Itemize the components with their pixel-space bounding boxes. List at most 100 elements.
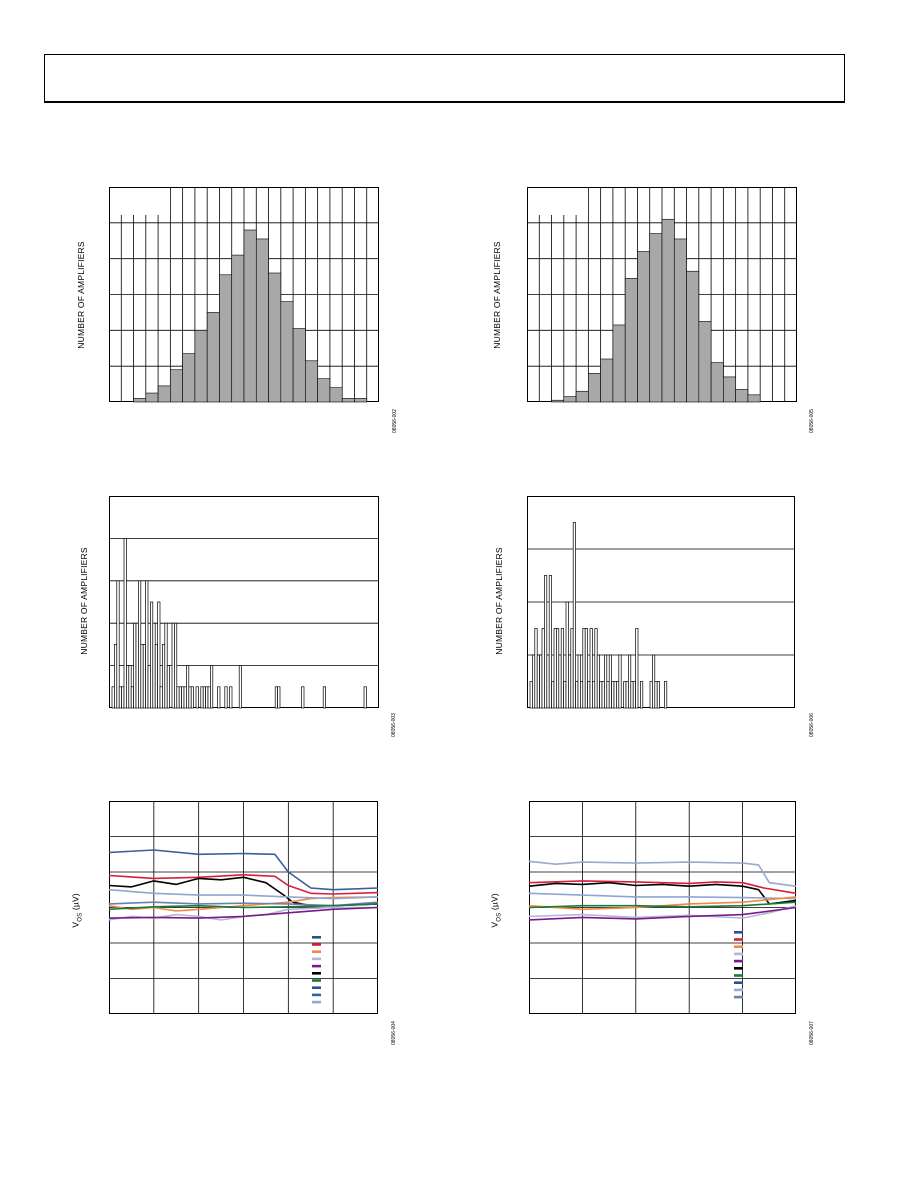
fig-1-bar — [341, 398, 355, 403]
fig-4-bar — [616, 681, 620, 709]
fig-5-legend-swatch — [312, 943, 321, 946]
fig-4-bar — [563, 681, 567, 709]
fig-2-bar — [575, 390, 589, 403]
fig-4-bar — [541, 628, 545, 709]
fig-3-bar — [135, 622, 139, 709]
fig-3-bar — [142, 644, 146, 709]
fig-4-bar — [565, 601, 569, 709]
fig-2-legend-area — [528, 188, 588, 215]
fig-2-bar — [735, 389, 749, 403]
fig-2-bar — [624, 278, 638, 403]
fig-4-bar — [587, 681, 591, 709]
fig-3-bar — [238, 665, 242, 709]
fig-3-bar — [195, 686, 199, 709]
fig-3-bar — [140, 644, 144, 709]
fig-1-bar — [145, 392, 159, 403]
fig-4-bar — [568, 654, 572, 709]
fig-3-bar — [363, 686, 367, 709]
fig-4-bar — [613, 681, 617, 709]
fig-1-bar — [280, 301, 294, 403]
fig-5-series-line — [108, 888, 379, 900]
fig-3-bar — [200, 686, 204, 709]
fig-1-bar — [292, 328, 306, 403]
fig-1-bar — [268, 272, 282, 403]
fig-5-legend-swatch — [312, 993, 321, 997]
fig-4-bar — [548, 575, 552, 709]
fig-6-legend-swatch — [734, 967, 743, 970]
fig-6-series-line — [528, 904, 797, 919]
fig-6-legend-swatch — [734, 952, 743, 956]
fig-4-bar — [632, 681, 636, 709]
fig-4-bar — [575, 681, 579, 709]
fig-2-bar — [723, 376, 736, 403]
fig-3-bar — [224, 686, 228, 709]
fig-3-bar — [171, 622, 175, 709]
fig-5-legend-swatch — [312, 957, 321, 961]
fig-6-legend-swatch — [734, 995, 743, 999]
fig-6-legend-swatch — [734, 974, 743, 977]
fig-4-bar — [534, 628, 538, 709]
fig-3-bar — [301, 686, 305, 709]
fig-5-series-line — [108, 903, 379, 911]
fig-4-bar — [558, 654, 562, 709]
fig-2-ylabel: NUMBER OF AMPLIFIERS — [492, 241, 502, 349]
fig-4-bar — [560, 628, 564, 709]
fig-2-bar — [747, 394, 761, 403]
fig-1-chart — [109, 187, 379, 403]
fig-6-ylabel: VOS (µV) — [489, 893, 503, 928]
fig-4-bar — [623, 681, 627, 709]
fig-1-bar — [329, 387, 343, 403]
fig-5-series-line — [108, 874, 379, 895]
fig-1-bar — [317, 378, 331, 403]
fig-3-bar — [128, 665, 132, 709]
fig-4-bar — [664, 681, 668, 709]
fig-3-bar — [159, 686, 163, 709]
fig-3-bar — [178, 686, 182, 709]
fig-1-ylabel: NUMBER OF AMPLIFIERS — [76, 241, 86, 349]
fig-4-bar — [592, 681, 596, 709]
fig-6-series-line — [528, 892, 797, 900]
fig-3-bar — [274, 686, 278, 709]
fig-4-chart — [527, 496, 795, 709]
fig-5-code: 08056-004 — [391, 1021, 397, 1045]
fig-3-bar — [145, 580, 149, 709]
fig-6-legend-swatch — [734, 988, 743, 992]
fig-4-bar — [656, 681, 660, 709]
fig-4-bar — [608, 654, 612, 709]
fig-5-chart — [108, 801, 379, 1014]
fig-4-bar — [546, 654, 550, 709]
fig-2-bar — [710, 362, 724, 403]
fig-5-legend-swatch — [312, 979, 321, 982]
fig-4-bar — [536, 654, 540, 709]
fig-3-bar — [126, 665, 130, 709]
fig-6-series-line — [528, 881, 797, 905]
fig-4-bar — [635, 628, 639, 709]
fig-5-legend-swatch — [312, 936, 321, 939]
fig-4-bar — [649, 681, 653, 709]
fig-3-bar — [152, 622, 156, 709]
fig-2-bar — [612, 324, 626, 403]
fig-6-legend-swatch — [734, 945, 743, 948]
fig-4-bar — [640, 681, 644, 709]
fig-1-bar — [255, 238, 269, 403]
fig-3-bar — [147, 665, 151, 709]
fig-3-bar — [123, 538, 127, 709]
fig-4-bar — [628, 654, 632, 709]
fig-2-bar — [551, 399, 565, 403]
fig-4-bar — [599, 681, 603, 709]
fig-2-code: 08056-005 — [809, 409, 815, 433]
fig-3-bar — [138, 580, 142, 709]
fig-4-bar — [577, 654, 581, 709]
fig-6-series-line — [528, 880, 797, 895]
fig-4-bar — [553, 628, 557, 709]
fig-2-bar — [588, 373, 601, 403]
fig-5-legend-swatch — [312, 986, 321, 989]
fig-4-bar — [570, 628, 574, 709]
fig-4-bar — [596, 654, 600, 709]
fig-5-series-line — [108, 849, 379, 891]
fig-3-chart — [109, 496, 379, 709]
fig-3-bar — [229, 686, 233, 709]
fig-4-bar — [572, 522, 576, 709]
fig-5-legend-swatch — [312, 1000, 321, 1004]
fig-4-bar — [529, 681, 533, 709]
